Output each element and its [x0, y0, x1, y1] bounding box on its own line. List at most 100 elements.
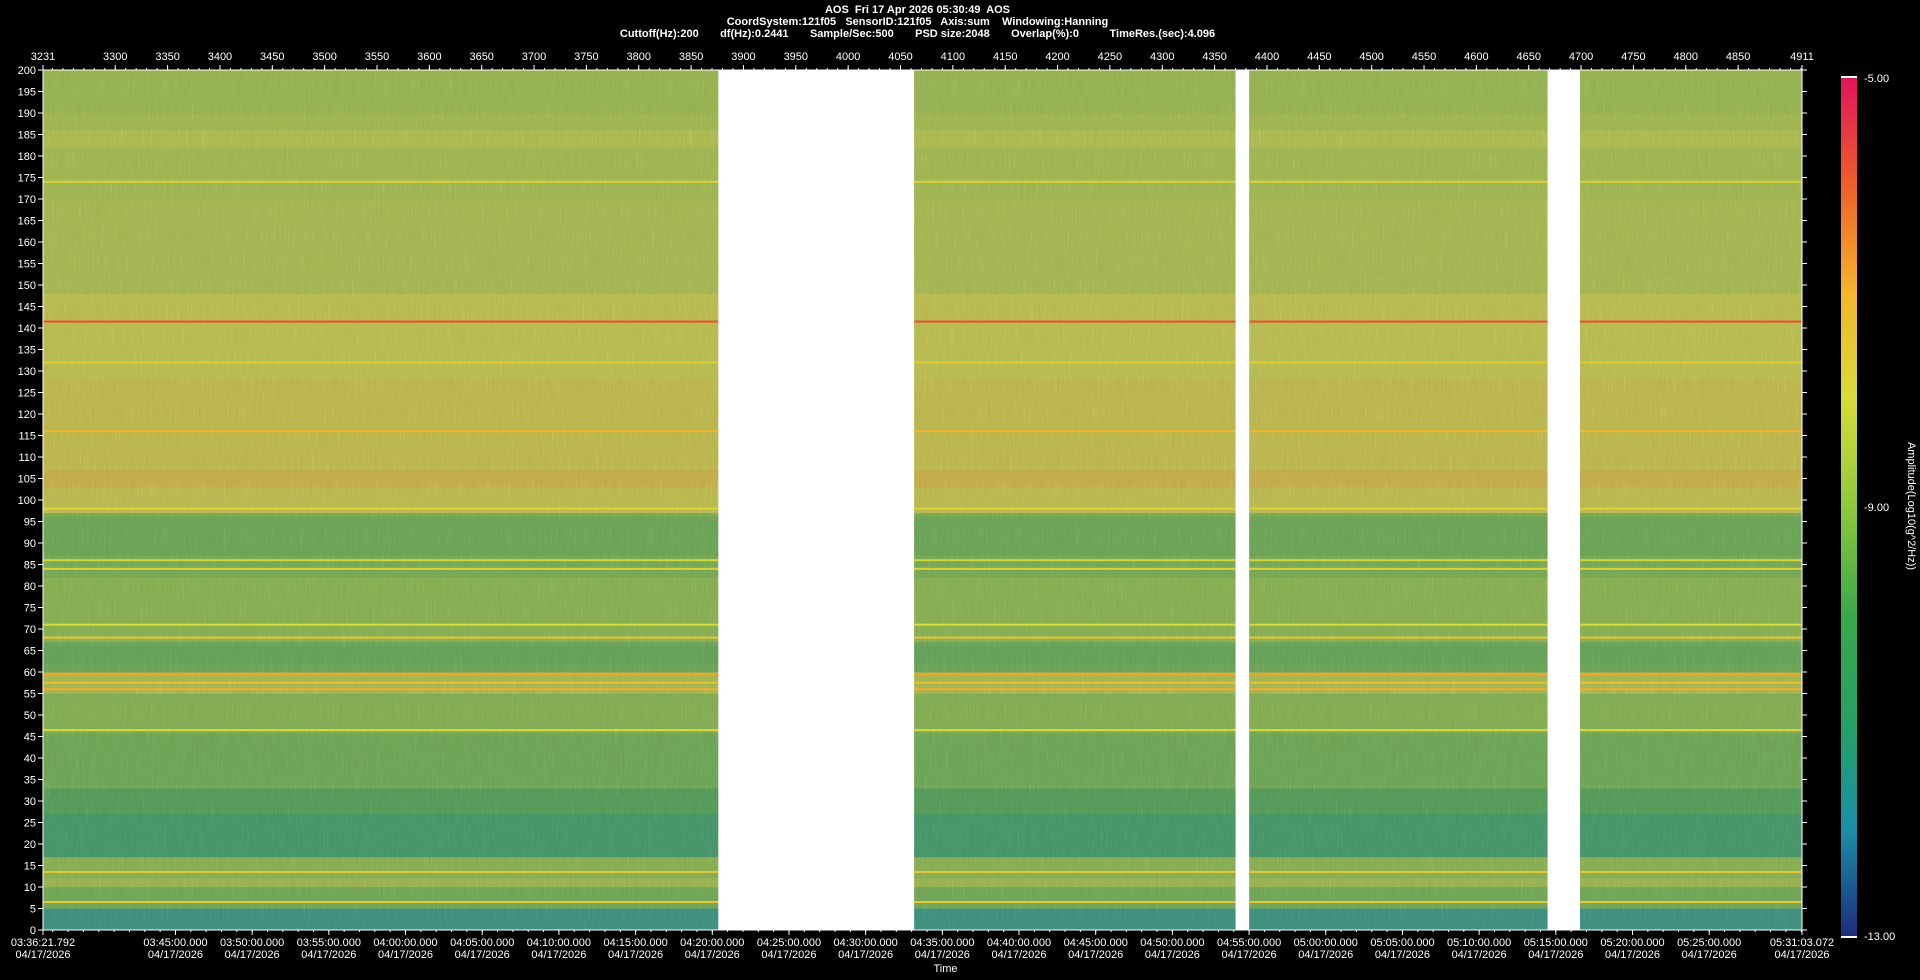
data-gap	[1235, 70, 1250, 930]
y-tick-label: 200	[18, 65, 36, 77]
spectrum-texture	[43, 70, 1802, 930]
colorbar-tick-label: -5.00	[1864, 73, 1889, 85]
spectral-line	[43, 567, 1802, 570]
date-tick-label: 04/17/2026	[1528, 949, 1583, 961]
time-tick-label: 05:10:00.000	[1447, 937, 1511, 949]
top-tick-label: 3650	[469, 51, 493, 63]
date-tick-label: 04/17/2026	[225, 949, 280, 961]
x-axis-label: Time	[933, 963, 957, 975]
top-tick-label: 3700	[522, 51, 546, 63]
date-tick-label: 04/17/2026	[1068, 949, 1123, 961]
chart-info-line-1: CoordSystem:121f05 SensorID:121f05 Axis:…	[726, 16, 1109, 28]
spectral-line	[43, 729, 1802, 732]
y-tick-label: 120	[18, 409, 36, 421]
y-tick-label: 35	[24, 775, 36, 787]
spectral-line	[43, 636, 1802, 639]
y-tick-label: 55	[24, 689, 36, 701]
time-tick-label: 05:31:03.072	[1770, 937, 1834, 949]
y-tick-label: 85	[24, 560, 36, 572]
time-tick-label: 04:45:00.000	[1064, 937, 1128, 949]
colorbar-tick-label: -13.00	[1864, 931, 1895, 943]
top-tick-label: 4300	[1150, 51, 1174, 63]
date-tick-label: 04/17/2026	[148, 949, 203, 961]
date-tick-label: 04/17/2026	[608, 949, 663, 961]
y-tick-label: 150	[18, 280, 36, 292]
top-tick-label: 4200	[1045, 51, 1069, 63]
time-tick-label: 04:40:00.000	[987, 937, 1051, 949]
top-tick-label: 3231	[31, 51, 55, 63]
colorbar-bottom-cap	[1841, 936, 1857, 938]
top-tick-label: 4400	[1255, 51, 1279, 63]
date-tick-label: 04/17/2026	[1145, 949, 1200, 961]
top-tick-label: 4600	[1464, 51, 1488, 63]
y-tick-label: 80	[24, 581, 36, 593]
top-tick-label: 4550	[1412, 51, 1436, 63]
spectral-line	[43, 361, 1802, 364]
y-tick-label: 25	[24, 818, 36, 830]
y-tick-label: 180	[18, 151, 36, 163]
top-tick-label: 3550	[365, 51, 389, 63]
spectral-line	[43, 430, 1802, 433]
top-tick-label: 4500	[1359, 51, 1383, 63]
top-tick-label: 4850	[1726, 51, 1750, 63]
y-tick-label: 195	[18, 87, 36, 99]
y-tick-label: 5	[30, 904, 36, 916]
top-tick-label: 3600	[417, 51, 441, 63]
top-tick-label: 3500	[312, 51, 336, 63]
spectral-line	[43, 688, 1802, 691]
colorbar-top-cap	[1841, 76, 1857, 78]
y-tick-label: 0	[30, 925, 36, 937]
spectral-line	[43, 623, 1802, 626]
colorbar-gradient	[1841, 78, 1857, 936]
y-tick-label: 170	[18, 194, 36, 206]
top-tick-label: 4050	[888, 51, 912, 63]
top-tick-label: 4350	[1202, 51, 1226, 63]
y-tick-label: 155	[18, 259, 36, 271]
y-tick-label: 40	[24, 753, 36, 765]
spectral-line	[43, 320, 1802, 323]
top-tick-label: 3800	[627, 51, 651, 63]
date-tick-label: 04/17/2026	[1774, 949, 1829, 961]
y-tick-label: 10	[24, 882, 36, 894]
date-tick-label: 04/17/2026	[1375, 949, 1430, 961]
top-tick-label: 4650	[1516, 51, 1540, 63]
y-tick-label: 30	[24, 796, 36, 808]
y-tick-label: 145	[18, 302, 36, 314]
colorbar: -5.00 -9.00 -13.00 Amplitude(Log10(g^2/Hz))	[1841, 73, 1917, 943]
top-tick-label: 4700	[1569, 51, 1593, 63]
chart-info-line-2: Cuttoff(Hz):200 df(Hz):0.2441 Sample/Sec…	[619, 28, 1216, 40]
y-tick-label: 125	[18, 388, 36, 400]
top-tick-label: 3350	[155, 51, 179, 63]
y-tick-label: 160	[18, 237, 36, 249]
date-tick-label: 04/17/2026	[838, 949, 893, 961]
y-tick-label: 50	[24, 710, 36, 722]
top-tick-label: 4800	[1674, 51, 1698, 63]
top-tick-label: 4911	[1790, 51, 1814, 63]
top-tick-label: 4100	[941, 51, 965, 63]
y-tick-label: 60	[24, 667, 36, 679]
time-tick-label: 05:05:00.000	[1370, 937, 1434, 949]
y-tick-label: 115	[18, 431, 36, 443]
time-tick-label: 05:00:00.000	[1294, 937, 1358, 949]
time-tick-label: 04:35:00.000	[910, 937, 974, 949]
time-tick-label: 05:20:00.000	[1600, 937, 1664, 949]
axes: 2001951901851801751701651601551501451401…	[11, 51, 1834, 975]
time-tick-label: 04:30:00.000	[834, 937, 898, 949]
top-tick-label: 4450	[1307, 51, 1331, 63]
colorbar-tick-label: -9.00	[1864, 502, 1889, 514]
y-tick-label: 140	[18, 323, 36, 335]
spectral-lines	[43, 180, 1802, 904]
colorbar-label: Amplitude(Log10(g^2/Hz))	[1905, 442, 1917, 570]
time-tick-label: 04:05:00.000	[450, 937, 514, 949]
spectral-line	[43, 673, 1802, 676]
date-tick-label: 04/17/2026	[15, 949, 70, 961]
y-tick-label: 135	[18, 345, 36, 357]
date-tick-label: 04/17/2026	[915, 949, 970, 961]
y-tick-label: 70	[24, 624, 36, 636]
time-tick-label: 03:45:00.000	[143, 937, 207, 949]
time-tick-label: 04:55:00.000	[1217, 937, 1281, 949]
spectral-line	[43, 507, 1802, 510]
spectral-line	[43, 180, 1802, 183]
time-tick-label: 04:20:00.000	[680, 937, 744, 949]
